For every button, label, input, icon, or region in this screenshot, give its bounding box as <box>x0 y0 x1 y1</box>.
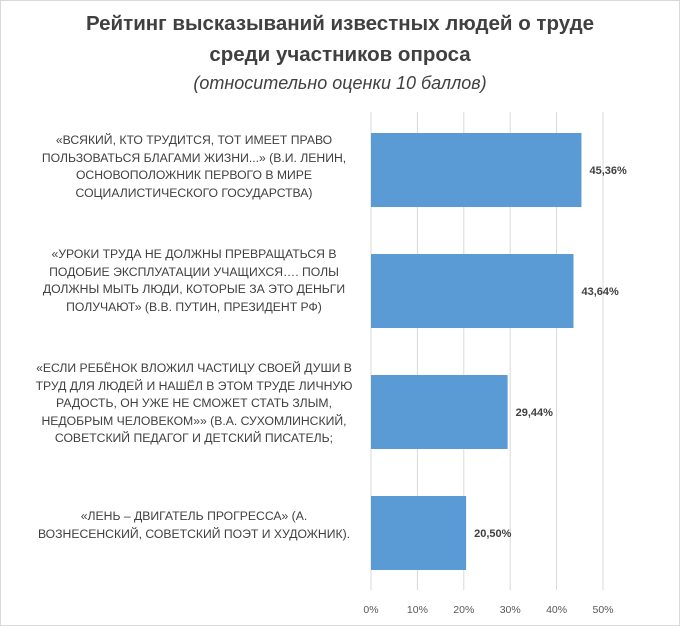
category-label: «Уроки труда не должны превращаться в по… <box>42 247 346 314</box>
data-label: 29,44% <box>516 407 554 419</box>
data-label: 45,36% <box>589 165 627 177</box>
x-tick-label: 0% <box>363 604 378 616</box>
x-tick-label: 50% <box>592 604 613 616</box>
data-label: 20,50% <box>474 528 512 540</box>
bar <box>371 133 582 207</box>
category-label: «Всякий, кто трудится, тот имеет право п… <box>41 133 347 200</box>
x-tick-label: 10% <box>407 604 428 616</box>
chart-title: Рейтинг высказываний известных людей о т… <box>0 8 680 70</box>
chart-title-line-2: среди участников опроса <box>209 43 471 66</box>
data-label: 43,64% <box>581 286 619 298</box>
chart-title-line-1: Рейтинг высказываний известных людей о т… <box>85 12 595 35</box>
bar <box>371 254 574 328</box>
x-tick-label: 30% <box>500 604 521 616</box>
category-label: «Лень – двигатель прогресса» (А. Вознесе… <box>37 509 351 541</box>
chart-subtitle: (относительно оценки 10 баллов) <box>193 73 487 93</box>
x-tick-label: 20% <box>453 604 474 616</box>
bar <box>371 496 467 570</box>
category-label: «Если ребёнок вложил частицу своей души … <box>35 361 353 445</box>
x-tick-label: 40% <box>546 604 567 616</box>
bar <box>371 375 508 449</box>
